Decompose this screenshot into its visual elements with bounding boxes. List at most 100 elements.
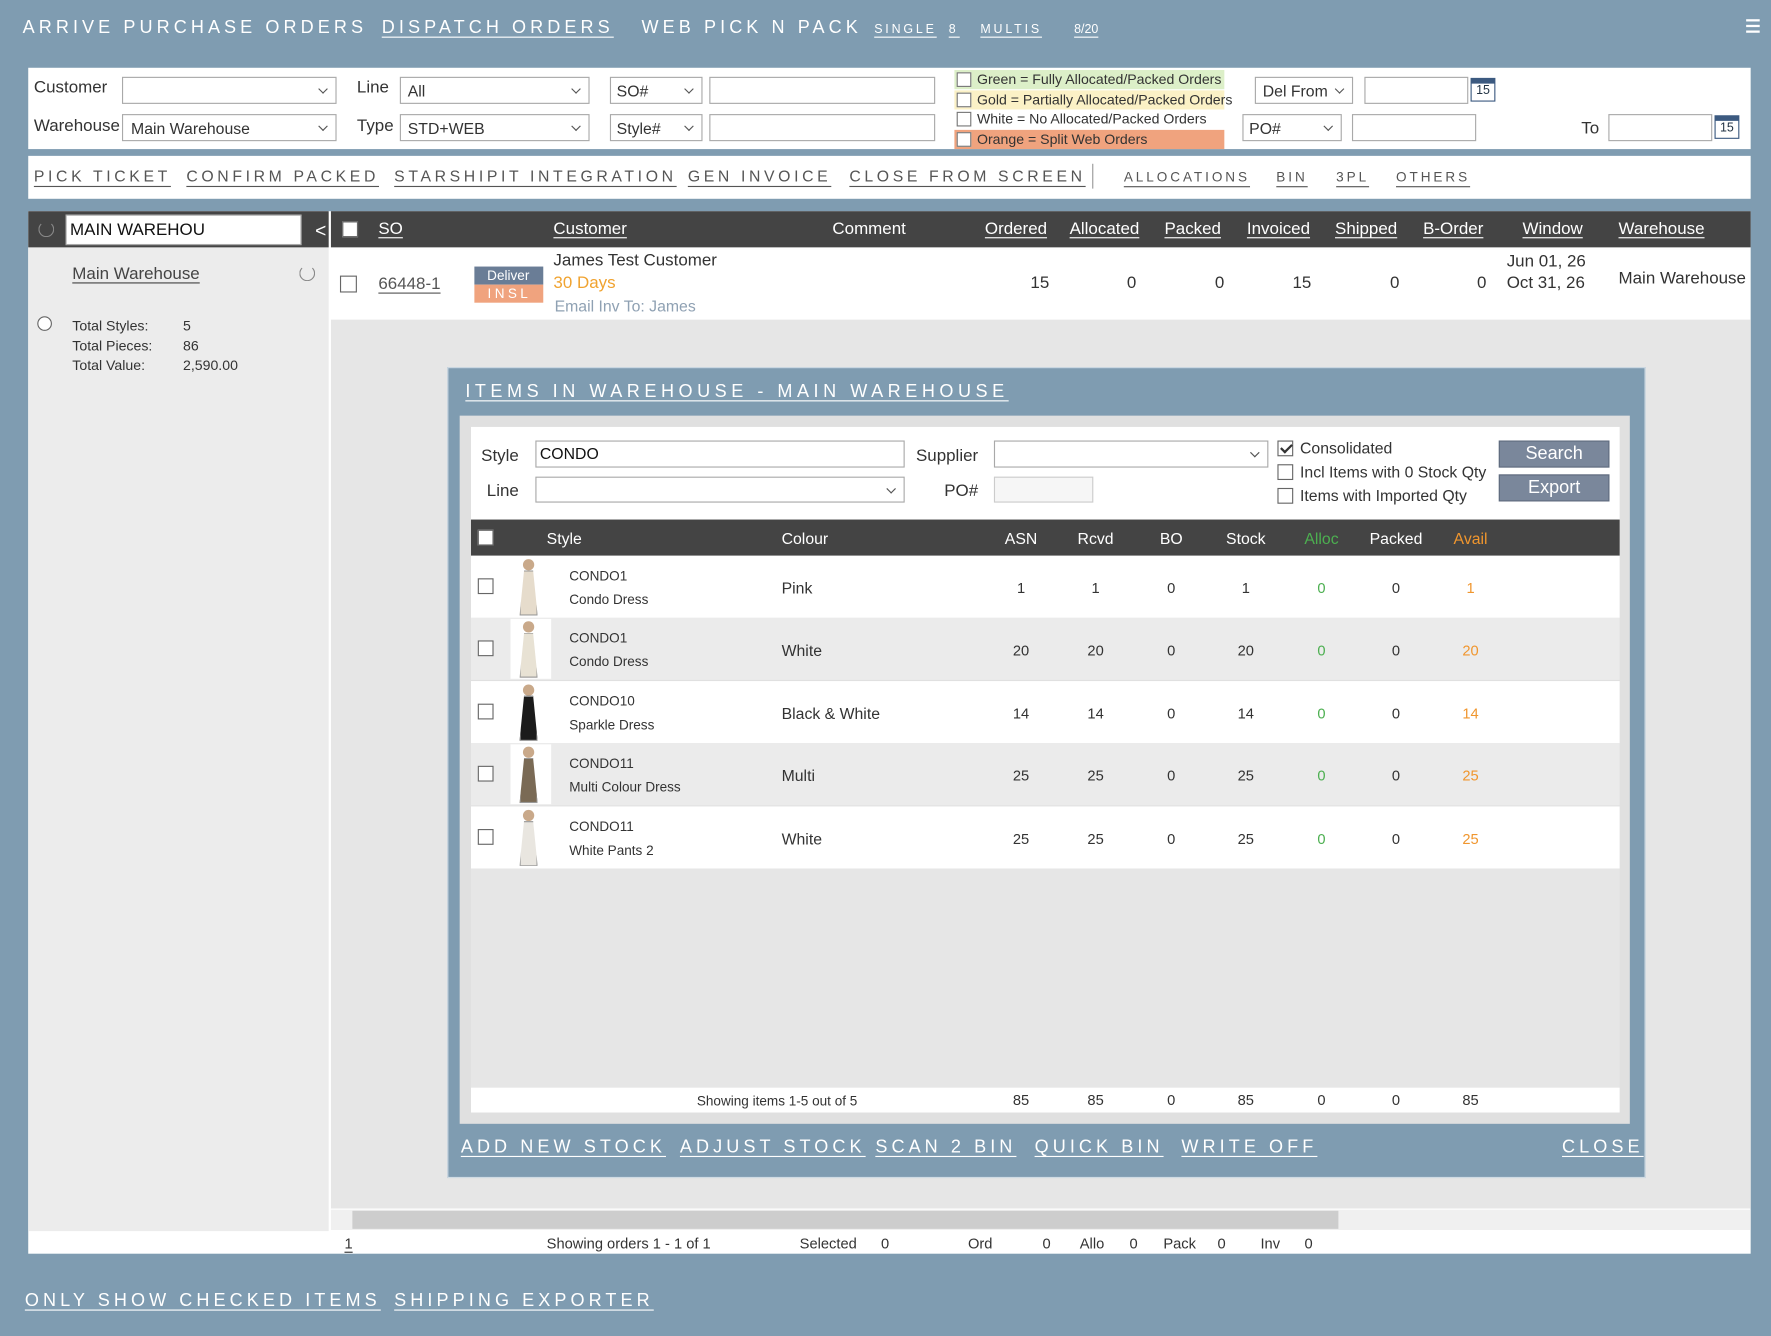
action-link[interactable]: CLOSE FROM SCREEN	[849, 166, 1086, 185]
del-from-input[interactable]	[1364, 76, 1469, 104]
refresh-icon[interactable]	[38, 221, 55, 238]
action-link[interactable]: PICK TICKET	[33, 166, 171, 185]
stat-value: 2,590.00	[182, 357, 238, 374]
modal-action[interactable]: SCAN 2 BIN	[875, 1137, 1017, 1158]
button[interactable]	[1498, 440, 1610, 468]
legend-checkbox[interactable]	[956, 131, 972, 147]
label: Line	[486, 481, 519, 501]
so-link[interactable]: 66448-1	[378, 274, 441, 294]
label: Type	[356, 116, 394, 136]
sidebar-search[interactable]	[65, 214, 302, 246]
thumb-head	[522, 809, 535, 821]
style-input[interactable]	[709, 114, 936, 142]
line-select[interactable]	[399, 76, 590, 104]
page-link[interactable]: 1	[344, 1234, 353, 1252]
modal-close[interactable]: CLOSE	[1562, 1137, 1644, 1158]
input-value: CONDO	[539, 444, 599, 463]
action-link[interactable]: ALLOCATIONS	[1123, 169, 1251, 186]
row-checkbox[interactable]	[339, 275, 357, 293]
warehouse-link[interactable]: Main Warehouse	[72, 264, 200, 284]
line-select[interactable]	[535, 476, 905, 503]
row-checkbox[interactable]	[477, 828, 494, 845]
column-header[interactable]: Ordered	[984, 219, 1048, 239]
row-checkbox[interactable]	[477, 578, 494, 595]
search-value: MAIN WAREHOU	[70, 220, 205, 240]
so-input[interactable]	[709, 76, 936, 104]
label: Style	[481, 446, 519, 466]
style-input[interactable]	[535, 440, 905, 468]
column-header[interactable]: Warehouse	[1618, 219, 1705, 239]
option-label: Consolidated	[1300, 438, 1393, 457]
menu-icon[interactable]	[1746, 19, 1760, 21]
item-value: 25	[1462, 767, 1479, 785]
nav-link[interactable]: WEB PICK N PACK	[641, 18, 862, 38]
column-header[interactable]: Shipped	[1335, 219, 1398, 239]
scrollbar-thumb[interactable]	[352, 1210, 1339, 1229]
action-link[interactable]: BIN	[1276, 169, 1308, 186]
action-link[interactable]: CONFIRM PACKED	[186, 166, 380, 185]
nav-multis-count[interactable]: 8/20	[1074, 23, 1099, 37]
nav-link[interactable]: DISPATCH ORDERS	[381, 18, 614, 38]
modal-action[interactable]: WRITE OFF	[1181, 1137, 1318, 1158]
button[interactable]	[1498, 474, 1610, 502]
legend-checkbox[interactable]	[956, 92, 972, 107]
item-value: 20	[1462, 642, 1479, 660]
option-checkbox[interactable]	[1277, 440, 1294, 457]
supplier-select[interactable]	[993, 440, 1269, 468]
select-all[interactable]	[477, 529, 494, 546]
nav-single-count[interactable]: 8	[948, 23, 960, 37]
menu-icon[interactable]	[1746, 24, 1760, 27]
row-checkbox[interactable]	[477, 765, 494, 782]
po-select[interactable]	[1242, 114, 1342, 142]
po-input[interactable]	[993, 476, 1094, 503]
to-input[interactable]	[1608, 114, 1713, 142]
thumb-head	[522, 621, 535, 633]
column-header: Stock	[1226, 529, 1266, 548]
nav-multis[interactable]: MULTIS	[980, 23, 1042, 37]
column-header[interactable]: SO	[378, 219, 403, 239]
style-select[interactable]	[609, 114, 703, 142]
select-all[interactable]	[342, 221, 359, 238]
action-link[interactable]: STARSHIPIT INTEGRATION	[394, 166, 677, 185]
type-select[interactable]	[399, 114, 590, 142]
bottom-link[interactable]: ONLY SHOW CHECKED ITEMS	[24, 1291, 381, 1311]
action-link[interactable]: 3PL	[1336, 169, 1370, 186]
column-header[interactable]: Packed	[1164, 219, 1221, 239]
modal-action[interactable]: ADJUST STOCK	[679, 1137, 866, 1158]
del-from-select[interactable]	[1254, 76, 1354, 104]
legend-checkbox[interactable]	[956, 111, 972, 127]
collapse[interactable]: <	[315, 220, 327, 242]
bottom-link[interactable]: SHIPPING EXPORTER	[394, 1291, 654, 1311]
label: Warehouse	[33, 116, 120, 136]
po-input[interactable]	[1351, 114, 1477, 142]
calendar-icon[interactable]	[1714, 115, 1740, 139]
refresh-icon[interactable]	[299, 265, 316, 282]
column-header: Packed	[1369, 529, 1423, 548]
legend-item	[954, 129, 1225, 149]
action-link[interactable]: OTHERS	[1396, 169, 1471, 186]
nav-link[interactable]: ARRIVE PURCHASE ORDERS	[22, 18, 368, 38]
customer-select[interactable]	[121, 76, 337, 104]
row-checkbox[interactable]	[477, 703, 494, 720]
legend-checkbox[interactable]	[956, 72, 972, 87]
order-value: 0	[1476, 273, 1487, 293]
item-value: 25	[1087, 767, 1104, 785]
radio[interactable]	[37, 316, 52, 331]
column-header[interactable]: Customer	[553, 219, 627, 239]
so-select[interactable]	[609, 76, 703, 104]
option-checkbox[interactable]	[1277, 487, 1294, 504]
row-checkbox[interactable]	[477, 640, 494, 657]
column-header[interactable]: Invoiced	[1246, 219, 1311, 239]
menu-icon[interactable]	[1746, 30, 1760, 33]
modal-action[interactable]: QUICK BIN	[1034, 1137, 1164, 1158]
column-header[interactable]: Window	[1522, 219, 1583, 239]
item-total: 0	[1167, 1091, 1176, 1109]
warehouse-select[interactable]	[121, 114, 337, 142]
calendar-icon[interactable]	[1470, 77, 1496, 102]
option-checkbox[interactable]	[1277, 464, 1294, 481]
column-header[interactable]: Allocated	[1069, 219, 1140, 239]
column-header[interactable]: B-Order	[1423, 219, 1484, 239]
modal-action[interactable]: ADD NEW STOCK	[460, 1137, 666, 1158]
nav-single[interactable]: SINGLE	[874, 23, 937, 37]
action-link[interactable]: GEN INVOICE	[687, 166, 832, 185]
